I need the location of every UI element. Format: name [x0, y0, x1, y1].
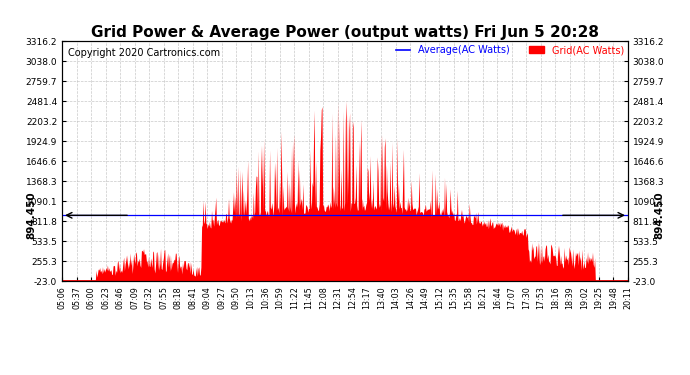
Legend: Average(AC Watts), Grid(AC Watts): Average(AC Watts), Grid(AC Watts)	[392, 41, 628, 59]
Text: 894.450: 894.450	[654, 192, 664, 239]
Title: Grid Power & Average Power (output watts) Fri Jun 5 20:28: Grid Power & Average Power (output watts…	[91, 25, 599, 40]
Text: 894.450: 894.450	[26, 192, 36, 239]
Text: Copyright 2020 Cartronics.com: Copyright 2020 Cartronics.com	[68, 48, 220, 58]
